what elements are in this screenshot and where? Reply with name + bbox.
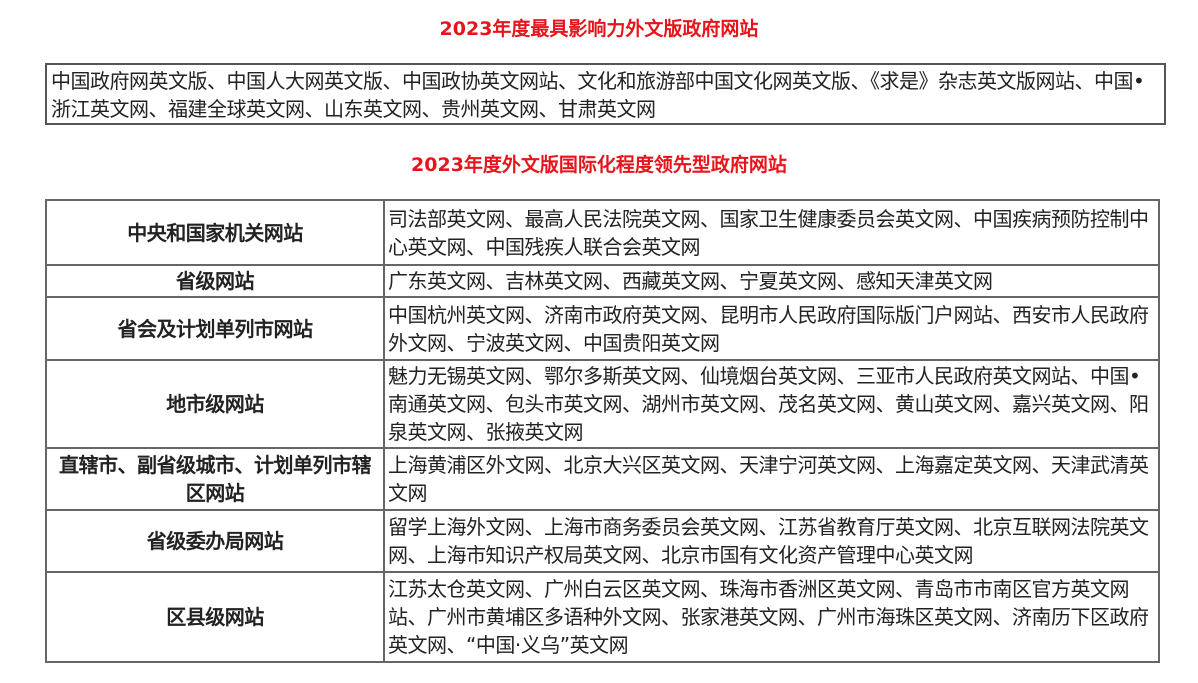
internationalization-table: 中央和国家机关网站 司法部英文网、最高人民法院英文网、国家卫生健康委员会英文网、…	[45, 199, 1160, 663]
table-row: 省级委办局网站 留学上海外文网、上海市商务委员会英文网、江苏省教育厅英文网、北京…	[45, 509, 1160, 573]
sites-cell: 魅力无锡英文网、鄂尔多斯英文网、仙境烟台英文网、三亚市人民政府英文网站、中国•南…	[383, 359, 1160, 449]
sites-cell: 中国杭州英文网、济南市政府英文网、昆明市人民政府国际版门户网站、西安市人民政府外…	[383, 296, 1160, 361]
sites-cell: 上海黄浦区外文网、北京大兴区英文网、天津宁河英文网、上海嘉定英文网、天津武清英文…	[383, 447, 1160, 511]
sites-cell: 留学上海外文网、上海市商务委员会英文网、江苏省教育厅英文网、北京互联网法院英文网…	[383, 509, 1160, 573]
category-cell: 省级网站	[45, 264, 385, 298]
category-cell: 地市级网站	[45, 359, 385, 449]
table-row: 省级网站 广东英文网、吉林英文网、西藏英文网、宁夏英文网、感知天津英文网	[45, 264, 1160, 298]
table-row: 直辖市、副省级城市、计划单列市辖区网站 上海黄浦区外文网、北京大兴区英文网、天津…	[45, 447, 1160, 511]
section-title-internationalization-leading: 2023年度外文版国际化程度领先型政府网站	[411, 154, 787, 176]
category-cell: 省级委办局网站	[45, 509, 385, 573]
category-cell: 区县级网站	[45, 571, 385, 663]
table-row: 中央和国家机关网站 司法部英文网、最高人民法院英文网、国家卫生健康委员会英文网、…	[45, 199, 1160, 266]
most-influential-list: 中国政府网英文版、中国人大网英文版、中国政协英文网站、文化和旅游部中国文化网英文…	[45, 63, 1166, 125]
table-row: 区县级网站 江苏太仓英文网、广州白云区英文网、珠海市香洲区英文网、青岛市市南区官…	[45, 571, 1160, 663]
table-row: 省会及计划单列市网站 中国杭州英文网、济南市政府英文网、昆明市人民政府国际版门户…	[45, 296, 1160, 361]
section-title-most-influential: 2023年度最具影响力外文版政府网站	[439, 18, 759, 40]
sites-cell: 广东英文网、吉林英文网、西藏英文网、宁夏英文网、感知天津英文网	[383, 264, 1160, 298]
category-cell: 中央和国家机关网站	[45, 199, 385, 266]
sites-cell: 司法部英文网、最高人民法院英文网、国家卫生健康委员会英文网、中国疾病预防控制中心…	[383, 199, 1160, 266]
table-row: 地市级网站 魅力无锡英文网、鄂尔多斯英文网、仙境烟台英文网、三亚市人民政府英文网…	[45, 359, 1160, 449]
category-cell: 省会及计划单列市网站	[45, 296, 385, 361]
sites-cell: 江苏太仓英文网、广州白云区英文网、珠海市香洲区英文网、青岛市市南区官方英文网站、…	[383, 571, 1160, 663]
category-cell: 直辖市、副省级城市、计划单列市辖区网站	[45, 447, 385, 511]
